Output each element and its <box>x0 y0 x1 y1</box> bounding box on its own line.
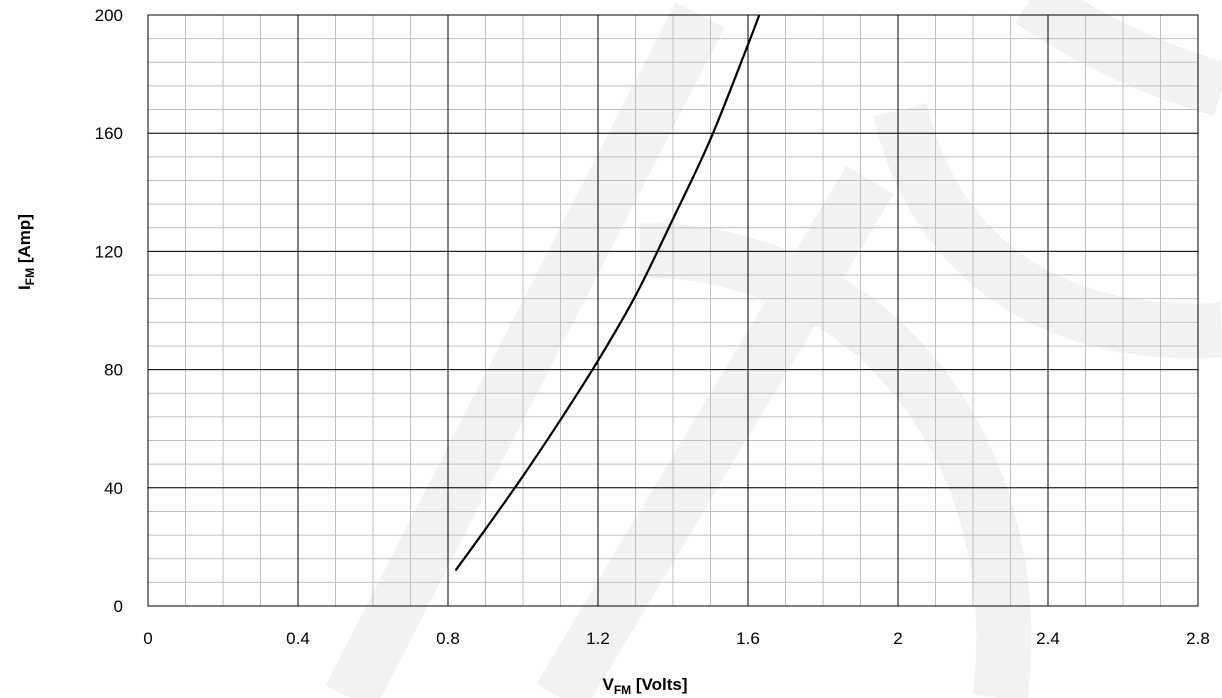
x-axis-title-main: V <box>602 675 614 694</box>
x-tick-label: 1.6 <box>736 629 760 648</box>
y-tick-label: 120 <box>95 242 123 261</box>
y-axis-title-rest: [Amp] <box>15 214 34 268</box>
x-tick-label: 1.2 <box>586 629 610 648</box>
x-tick-labels: 0 0.4 0.8 1.2 1.6 2 2.4 2.8 <box>143 629 1210 648</box>
watermark-stroke <box>1014 0 1222 117</box>
y-tick-label: 200 <box>95 6 123 25</box>
x-tick-label: 0.8 <box>436 629 460 648</box>
x-tick-label: 2 <box>893 629 902 648</box>
watermark-logo <box>325 0 1222 698</box>
x-axis-title-sub: FM <box>614 683 631 697</box>
y-tick-label: 80 <box>104 361 123 380</box>
series-layer <box>454 14 761 572</box>
y-tick-labels: 0 40 80 120 160 200 <box>95 6 123 616</box>
y-tick-label: 40 <box>104 479 123 498</box>
x-tick-label: 0.4 <box>286 629 310 648</box>
x-tick-label: 2.8 <box>1186 629 1210 648</box>
y-axis-title-main: I <box>15 285 34 290</box>
y-axis-title: IFM [Amp] <box>15 214 37 290</box>
y-axis-title-sub: FM <box>23 268 37 285</box>
plot-border <box>147 14 1199 607</box>
x-axis-title: VFM [Volts] <box>602 675 687 697</box>
x-axis-title-rest: [Volts] <box>631 675 687 694</box>
watermark-stroke <box>325 2 725 698</box>
watermark-stroke <box>639 222 1032 698</box>
watermark-stroke <box>873 103 1222 359</box>
x-tick-label: 0 <box>143 629 152 648</box>
x-tick-label: 2.4 <box>1036 629 1060 648</box>
major-grid <box>147 14 1199 607</box>
y-tick-label: 0 <box>114 597 123 616</box>
y-tick-label: 160 <box>95 124 123 143</box>
series-line <box>454 14 761 572</box>
